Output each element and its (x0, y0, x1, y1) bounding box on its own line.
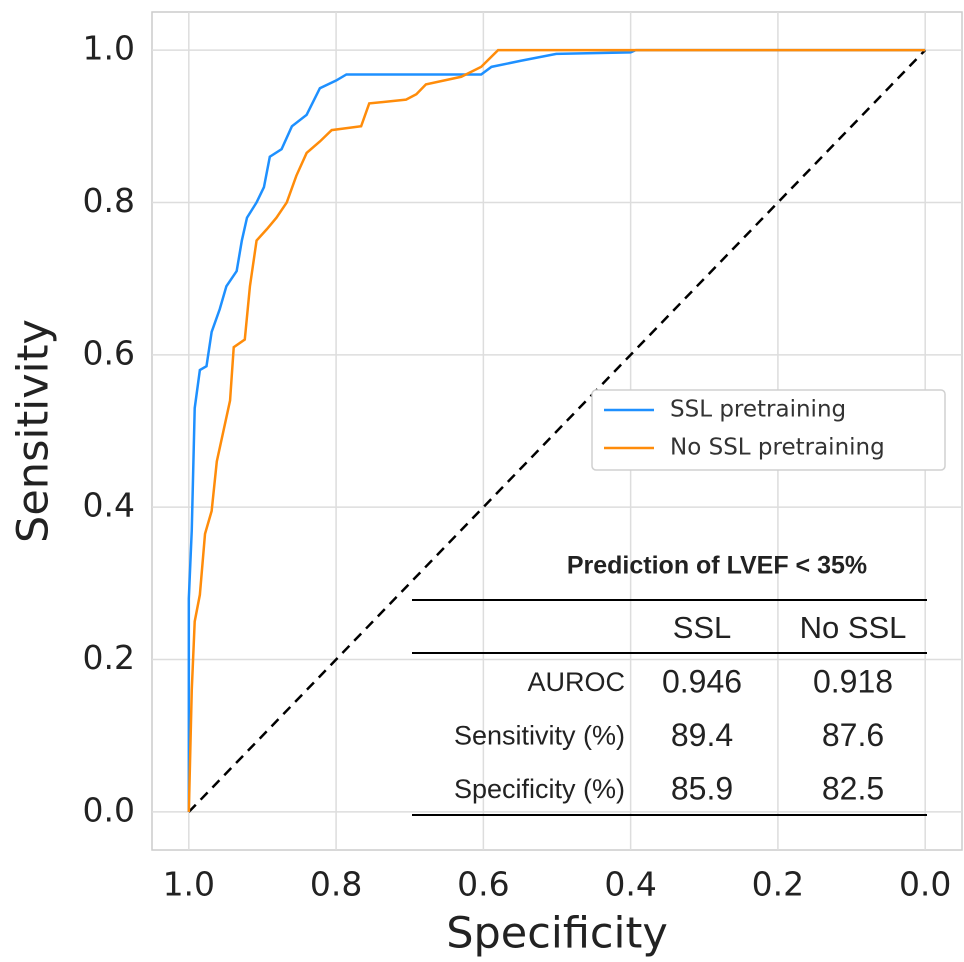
x-axis-label: Specificity (446, 909, 668, 959)
table-cell: 87.6 (822, 717, 884, 753)
table-row-label: Sensitivity (%) (454, 721, 625, 751)
y-tick-label: 0.4 (83, 486, 135, 525)
table-row-label: AUROC (527, 667, 625, 697)
y-tick-label: 0.0 (83, 790, 135, 829)
legend-label: SSL pretraining (670, 397, 846, 423)
table-title: Prediction of LVEF < 35% (567, 552, 867, 580)
table-header: SSL (673, 610, 732, 645)
roc-curve (187, 48, 926, 812)
plot-frame (151, 11, 963, 851)
table-cell: 85.9 (671, 770, 733, 806)
x-tick-label: 0.0 (899, 865, 951, 904)
table-cell: 0.946 (662, 663, 742, 699)
table-cell: 82.5 (822, 770, 884, 806)
y-tick-label: 0.6 (83, 333, 135, 372)
x-tick-label: 0.6 (457, 865, 509, 904)
reference-line (187, 49, 927, 813)
y-tick-label: 1.0 (83, 29, 135, 68)
y-axis-label: Sensitivity (9, 319, 59, 543)
x-tick-label: 0.8 (310, 865, 362, 904)
x-tick-label: 1.0 (163, 865, 215, 904)
table-row-label: Specificity (%) (454, 774, 625, 804)
table-cell: 0.918 (813, 663, 893, 699)
x-tick-label: 0.2 (752, 865, 804, 904)
roc-curve (187, 48, 926, 812)
table-header: No SSL (800, 610, 907, 645)
y-tick-label: 0.2 (83, 638, 135, 677)
legend-label: No SSL pretraining (670, 435, 885, 461)
table-cell: 89.4 (671, 717, 733, 753)
x-tick-label: 0.4 (604, 865, 656, 904)
y-tick-label: 0.8 (83, 181, 135, 220)
legend-box (591, 389, 946, 471)
